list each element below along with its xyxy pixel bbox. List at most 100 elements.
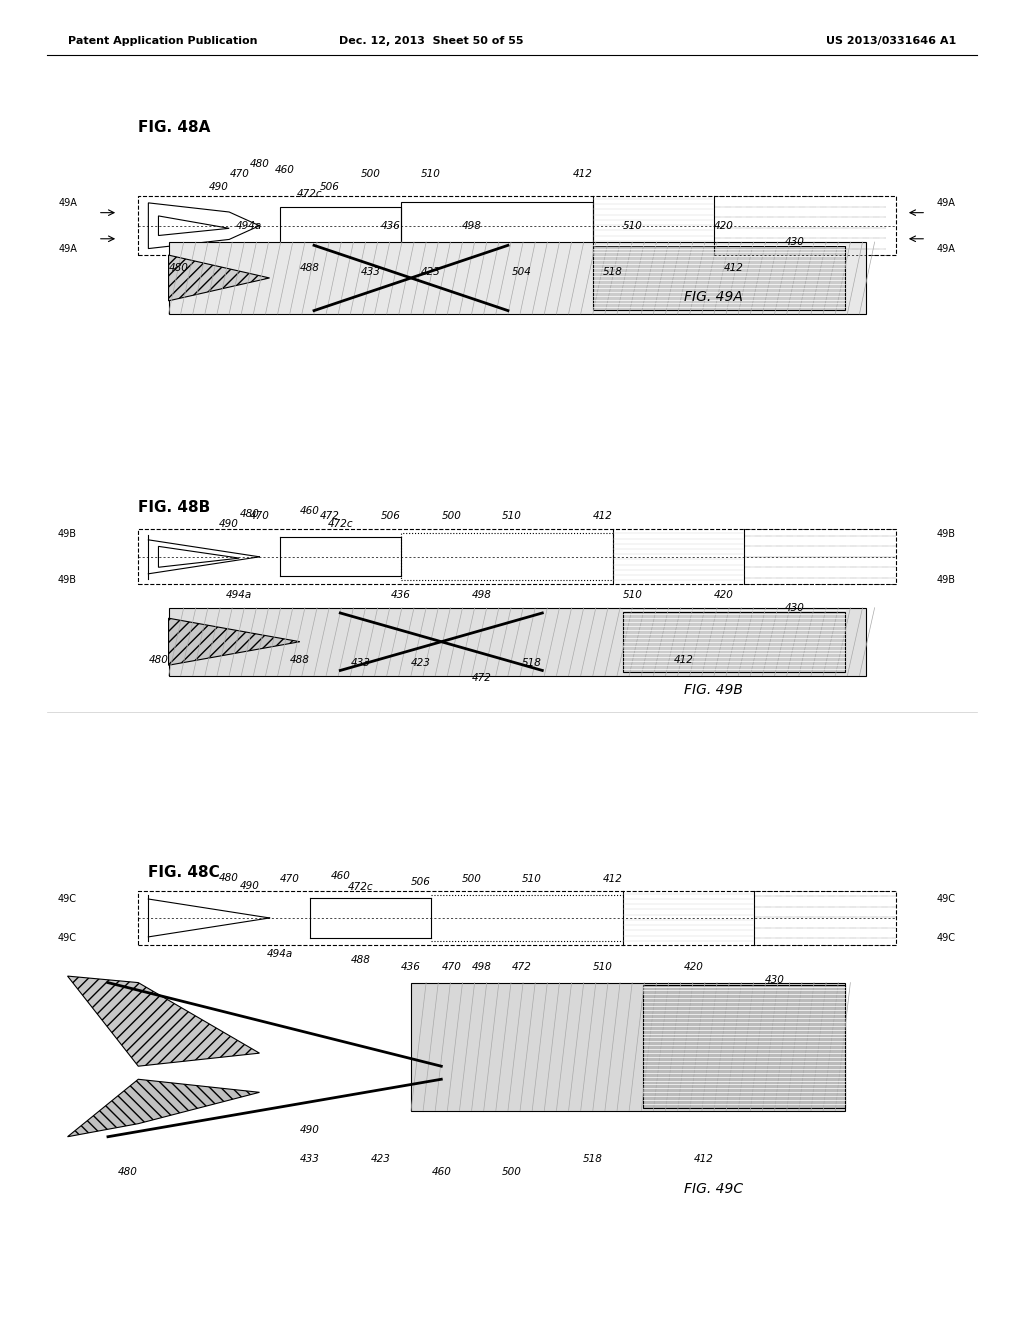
Polygon shape xyxy=(68,1080,259,1137)
Text: 472c: 472c xyxy=(328,519,353,529)
Polygon shape xyxy=(643,985,846,1107)
Text: 460: 460 xyxy=(331,870,350,880)
Text: 49A: 49A xyxy=(58,244,77,253)
Text: 49B: 49B xyxy=(937,529,955,540)
Text: 472c: 472c xyxy=(297,189,323,199)
Text: 500: 500 xyxy=(502,1167,522,1177)
Text: 49B: 49B xyxy=(937,576,955,585)
Text: 504: 504 xyxy=(512,267,532,277)
Text: US 2013/0331646 A1: US 2013/0331646 A1 xyxy=(826,36,956,46)
Text: 423: 423 xyxy=(412,657,431,668)
Text: 460: 460 xyxy=(431,1167,452,1177)
Text: 498: 498 xyxy=(472,962,492,972)
Polygon shape xyxy=(169,242,865,314)
Text: 49C: 49C xyxy=(937,933,955,944)
Text: 412: 412 xyxy=(572,169,593,180)
Text: Dec. 12, 2013  Sheet 50 of 55: Dec. 12, 2013 Sheet 50 of 55 xyxy=(339,36,523,46)
Text: 470: 470 xyxy=(280,874,300,884)
Text: 433: 433 xyxy=(360,267,381,277)
Text: 494a: 494a xyxy=(226,590,252,599)
Text: 510: 510 xyxy=(421,169,441,180)
Polygon shape xyxy=(169,618,300,665)
Text: 49C: 49C xyxy=(937,894,955,904)
Text: 49A: 49A xyxy=(58,198,77,209)
Text: 510: 510 xyxy=(522,874,542,884)
Text: 49C: 49C xyxy=(58,894,77,904)
Text: 490: 490 xyxy=(300,1125,319,1135)
Text: FIG. 49A: FIG. 49A xyxy=(684,290,742,304)
Text: FIG. 49B: FIG. 49B xyxy=(684,682,742,697)
Text: 500: 500 xyxy=(462,874,481,884)
Text: 460: 460 xyxy=(300,506,319,516)
Text: 518: 518 xyxy=(603,267,623,277)
Text: 494a: 494a xyxy=(266,949,293,958)
Text: 518: 518 xyxy=(522,657,542,668)
Text: 423: 423 xyxy=(421,267,441,277)
Text: 420: 420 xyxy=(714,222,734,231)
Text: 488: 488 xyxy=(290,655,310,665)
Text: 433: 433 xyxy=(350,657,371,668)
Text: 430: 430 xyxy=(784,603,805,612)
Polygon shape xyxy=(624,611,846,672)
Text: 472c: 472c xyxy=(348,882,374,892)
Polygon shape xyxy=(68,975,259,1067)
Text: 412: 412 xyxy=(674,655,693,665)
Text: 500: 500 xyxy=(360,169,381,180)
Text: 480: 480 xyxy=(240,508,259,519)
Text: 480: 480 xyxy=(118,1167,138,1177)
Text: 494a: 494a xyxy=(237,222,262,231)
Text: 510: 510 xyxy=(502,511,522,521)
Text: 470: 470 xyxy=(441,962,462,972)
Text: 506: 506 xyxy=(381,511,400,521)
Text: 488: 488 xyxy=(350,956,371,965)
Text: 49A: 49A xyxy=(937,244,955,253)
Text: 460: 460 xyxy=(274,165,295,176)
Text: 510: 510 xyxy=(593,962,612,972)
Text: 518: 518 xyxy=(583,1154,603,1164)
Text: FIG. 48B: FIG. 48B xyxy=(138,500,211,515)
Text: 49A: 49A xyxy=(937,198,955,209)
Text: FIG. 48A: FIG. 48A xyxy=(138,120,211,135)
Text: 498: 498 xyxy=(472,590,492,599)
Text: 433: 433 xyxy=(300,1154,319,1164)
Polygon shape xyxy=(411,982,846,1110)
Text: 420: 420 xyxy=(684,962,703,972)
Text: 472: 472 xyxy=(472,673,492,684)
Text: 498: 498 xyxy=(462,222,481,231)
Text: 506: 506 xyxy=(412,876,431,887)
Text: 436: 436 xyxy=(401,962,421,972)
Text: 412: 412 xyxy=(724,263,744,273)
Text: 49C: 49C xyxy=(58,933,77,944)
Text: 430: 430 xyxy=(765,975,784,985)
Text: FIG. 49C: FIG. 49C xyxy=(684,1181,742,1196)
Text: 436: 436 xyxy=(391,590,411,599)
Text: 472: 472 xyxy=(512,962,532,972)
Text: 412: 412 xyxy=(593,511,612,521)
Text: 49B: 49B xyxy=(58,576,77,585)
Text: 506: 506 xyxy=(321,182,340,193)
Text: 472: 472 xyxy=(321,511,340,521)
Text: 480: 480 xyxy=(148,655,168,665)
Text: 470: 470 xyxy=(250,511,269,521)
Text: 500: 500 xyxy=(441,511,462,521)
Text: 49B: 49B xyxy=(58,529,77,540)
Text: 510: 510 xyxy=(624,222,643,231)
Text: Patent Application Publication: Patent Application Publication xyxy=(68,36,257,46)
Text: 423: 423 xyxy=(371,1154,390,1164)
Text: 490: 490 xyxy=(209,182,229,193)
Text: 412: 412 xyxy=(603,874,623,884)
Text: 510: 510 xyxy=(624,590,643,599)
Text: 420: 420 xyxy=(714,590,734,599)
Text: 480: 480 xyxy=(250,158,269,169)
Text: 490: 490 xyxy=(219,519,240,529)
Polygon shape xyxy=(169,607,865,676)
Text: 490: 490 xyxy=(240,880,259,891)
Text: 480: 480 xyxy=(219,873,240,883)
Text: 436: 436 xyxy=(381,222,400,231)
Polygon shape xyxy=(593,246,846,310)
Text: 480: 480 xyxy=(169,263,188,273)
Text: 470: 470 xyxy=(229,169,249,180)
Text: FIG. 48C: FIG. 48C xyxy=(148,866,220,880)
Text: 488: 488 xyxy=(300,263,319,273)
Text: 430: 430 xyxy=(784,238,805,247)
